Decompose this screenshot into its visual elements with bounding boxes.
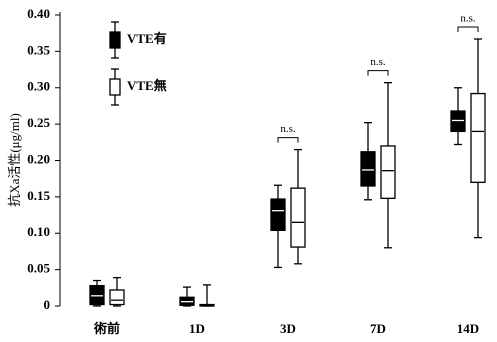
bracket [277,137,299,143]
bracket [367,70,389,76]
y-tick-label: 0.10 [27,224,50,239]
box [470,92,486,183]
legend-swatch [109,78,121,96]
annotation: n.s. [280,123,296,135]
box [380,145,396,199]
box [360,151,376,187]
box [270,198,286,231]
y-tick-label: 0.15 [27,188,50,203]
box [450,110,466,133]
x-tick-label: 術前 [93,321,120,336]
box [89,284,105,306]
x-tick-label: 1D [189,321,205,336]
y-axis-label: 抗Xa活性(μg/ml) [7,113,22,207]
bracket [457,26,479,33]
y-tick-label: 0 [44,297,51,312]
box [109,289,125,306]
y-tick-label: 0.30 [27,79,50,94]
x-tick-label: 3D [280,321,296,336]
y-tick-label: 0.05 [27,261,50,276]
y-tick-label: 0.35 [27,42,50,57]
y-tick-label: 0.25 [27,115,50,130]
annotation: n.s. [460,13,476,25]
legend-label: VTE有 [127,31,167,46]
y-tick-label: 0.40 [27,6,50,21]
x-tick-label: 14D [457,321,479,336]
legend-swatch [109,31,121,49]
y-tick-label: 0.20 [27,151,50,166]
legend-label: VTE無 [127,78,167,93]
box [290,187,306,248]
annotation: n.s. [370,56,386,68]
x-tick-label: 7D [370,321,386,336]
